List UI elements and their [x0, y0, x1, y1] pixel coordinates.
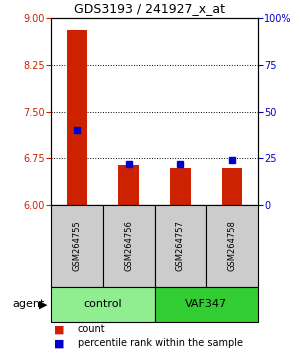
Bar	[103, 205, 154, 287]
Text: agent: agent	[12, 299, 44, 309]
Text: GSM264756: GSM264756	[124, 221, 133, 272]
Bar	[51, 205, 103, 287]
Text: ■: ■	[54, 338, 64, 348]
Text: GSM264758: GSM264758	[228, 221, 237, 272]
Bar	[170, 168, 191, 205]
Text: ▶: ▶	[39, 299, 47, 309]
Text: percentile rank within the sample: percentile rank within the sample	[78, 338, 243, 348]
Bar	[67, 30, 87, 205]
Text: VAF347: VAF347	[185, 299, 227, 309]
Bar	[206, 205, 258, 287]
Bar	[154, 205, 206, 287]
Bar	[154, 287, 258, 322]
Bar	[51, 287, 154, 322]
Bar	[118, 165, 139, 205]
Text: GSM264755: GSM264755	[72, 221, 81, 272]
Text: GDS3193 / 241927_x_at: GDS3193 / 241927_x_at	[74, 2, 226, 15]
Text: ■: ■	[54, 324, 64, 334]
Text: GSM264757: GSM264757	[176, 221, 185, 272]
Text: control: control	[83, 299, 122, 309]
Bar	[222, 168, 242, 205]
Text: count: count	[78, 324, 106, 334]
